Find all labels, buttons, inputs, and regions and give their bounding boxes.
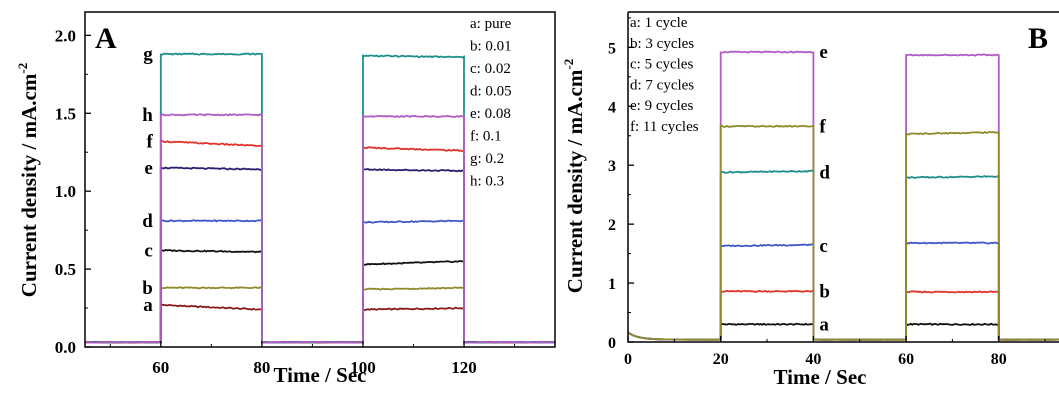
y-tick-label-b: 5 [608,40,616,57]
legend-entry-b-d: d: 7 cycles [630,77,694,93]
legend-entry-a-d: d: 0.05 [470,84,512,100]
x-tick-label-b: 80 [991,351,1007,368]
panel-label-b: B [1028,22,1048,55]
series-line-b-d [627,169,1059,341]
curve-label-b-c: c [819,236,827,257]
x-tick-label-b: 40 [805,351,821,368]
curve-label-a-g: g [143,44,153,65]
curve-label-b-e: e [819,42,827,63]
series-line-b-a [627,322,1059,341]
y-axis-label-b-main: Current density / mA.cm [563,69,587,293]
series-lines-a [84,52,556,344]
curve-label-b-d: d [819,162,830,183]
curve-label-a-d: d [142,211,153,232]
y-tick-label-b: 2 [608,217,616,234]
curve-label-b-f: f [819,116,826,137]
series-line-a-e [84,166,556,344]
legend-entry-b-a: a: 1 cycle [630,15,688,31]
x-axis-label-b: Time / Sec [774,365,867,389]
x-tick-label-b: 0 [624,351,632,368]
x-tick-label-a: 80 [253,358,270,377]
curve-label-a-h: h [142,105,153,126]
y-axis-label-a: Current density / mA.cm-2 [15,63,41,297]
y-tick-label-b: 0 [608,335,616,352]
chart-panel-b: 0 20 40 60 80 0 1 2 3 4 5 ab c d e f a: 1 cycle b: 3 cy… [561,11,1059,389]
series-line-a-h [84,113,555,344]
curve-label-b-a: a [819,314,829,335]
x-tick-label-a: 100 [350,358,376,377]
ticks-b: 0 20 40 60 80 0 1 2 3 4 5 [608,17,1046,368]
y-tick-label-a: 1.5 [55,104,76,123]
series-line-a-d [85,218,555,344]
series-line-a-c [84,249,556,344]
y-axis-label-b-sup: -2 [561,59,576,70]
series-lines-b [627,50,1059,341]
plot-frame-a [84,11,556,348]
y-tick-label-a: 2.0 [55,26,76,45]
legend-b: a: 1 cycle b: 3 cycles c: 5 cycles d: 7 cyc… [630,15,699,135]
y-tick-label-b: 1 [608,276,616,293]
y-axis-label-b: Current density / mA.cm-2 [561,59,587,293]
legend-entry-a-c: c: 0.02 [470,61,511,77]
curve-label-a-b: b [142,278,153,299]
ticks-a: 60 80 100 120 0.0 0.5 1.0 1.5 2.0 [55,26,516,377]
curve-label-a-f: f [146,131,153,152]
x-tick-label-b: 60 [898,351,914,368]
curve-label-a-c: c [144,240,152,261]
legend-entry-a-g: g: 0.2 [470,151,504,167]
x-tick-label-a: 60 [152,358,169,377]
curve-label-b-b: b [819,281,830,302]
legend-entry-a-e: e: 0.08 [470,106,511,122]
panel-label-a: A [95,22,117,55]
y-tick-label-b: 3 [608,158,616,175]
series-line-b-f [627,124,1059,341]
legend-entry-a-a: a: pure [470,16,512,32]
legend-entry-a-b: b: 0.01 [470,39,512,55]
legend-entry-b-e: e: 9 cycles [630,98,693,114]
curve-labels-b: ab c d e f [819,42,830,335]
legend-a: a: pure b: 0.01 c: 0.02 d: 0.05 e: 0.08 f: 0.… [470,16,512,190]
curve-label-a-e: e [144,158,152,179]
plot-frame-b [627,12,1059,343]
legend-entry-b-b: b: 3 cycles [630,36,694,52]
y-tick-label-a: 0.0 [55,338,76,357]
legend-entry-a-f: f: 0.1 [470,129,502,145]
legend-entry-a-h: h: 0.3 [470,174,504,190]
series-line-b-e [627,50,1059,341]
x-tick-label-b: 20 [713,351,729,368]
y-tick-label-a: 0.5 [55,260,76,279]
y-axis-label-a-main: Current density / mA.cm [17,73,41,297]
y-tick-label-a: 1.0 [55,182,76,201]
series-line-a-b [84,286,555,344]
y-tick-label-b: 4 [608,99,616,116]
legend-entry-b-c: c: 5 cycles [630,57,693,73]
x-tick-label-a: 120 [451,358,477,377]
legend-entry-b-f: f: 11 cycles [630,119,699,135]
curve-label-a-a: a [143,295,153,316]
series-line-b-b [627,289,1059,341]
y-axis-label-a-sup: -2 [15,63,30,74]
x-axis-label-a: Time / Sec [274,363,367,387]
series-line-a-f [84,139,556,344]
series-line-a-a [84,303,556,344]
